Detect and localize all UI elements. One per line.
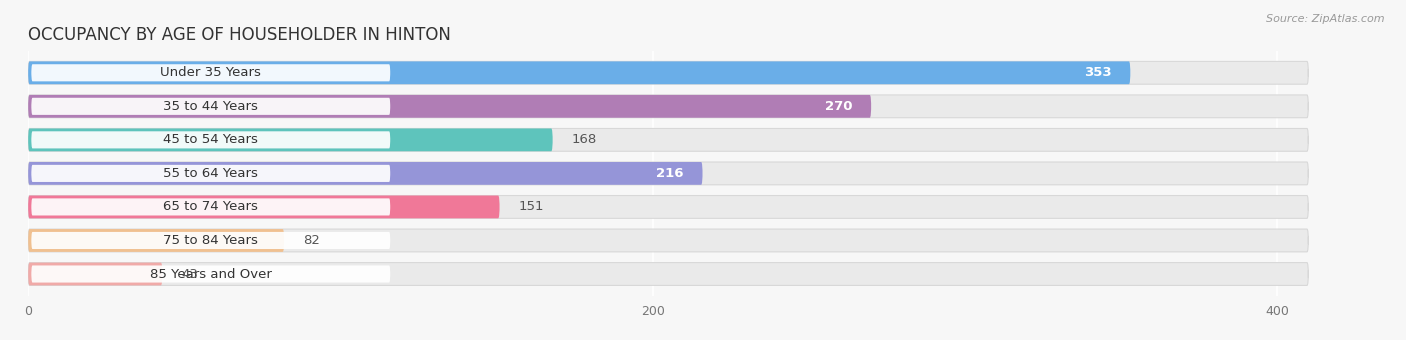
Text: 82: 82 [302,234,319,247]
FancyBboxPatch shape [31,131,391,149]
Text: 65 to 74 Years: 65 to 74 Years [163,201,259,214]
Text: 35 to 44 Years: 35 to 44 Years [163,100,259,113]
FancyBboxPatch shape [31,165,391,182]
Text: OCCUPANCY BY AGE OF HOUSEHOLDER IN HINTON: OCCUPANCY BY AGE OF HOUSEHOLDER IN HINTO… [28,26,451,44]
FancyBboxPatch shape [28,229,284,252]
Text: Source: ZipAtlas.com: Source: ZipAtlas.com [1267,14,1385,23]
FancyBboxPatch shape [31,98,391,115]
Text: 85 Years and Over: 85 Years and Over [150,268,271,280]
FancyBboxPatch shape [28,129,553,151]
FancyBboxPatch shape [28,162,1309,185]
FancyBboxPatch shape [28,262,1309,285]
Text: 43: 43 [181,268,198,280]
FancyBboxPatch shape [28,129,1309,151]
FancyBboxPatch shape [28,62,1309,84]
Text: 45 to 54 Years: 45 to 54 Years [163,133,259,146]
Text: 270: 270 [825,100,852,113]
Text: 55 to 64 Years: 55 to 64 Years [163,167,259,180]
FancyBboxPatch shape [31,266,391,283]
FancyBboxPatch shape [31,232,391,249]
FancyBboxPatch shape [28,195,499,218]
FancyBboxPatch shape [28,95,872,118]
FancyBboxPatch shape [31,198,391,216]
FancyBboxPatch shape [28,62,1130,84]
FancyBboxPatch shape [28,262,163,285]
FancyBboxPatch shape [31,64,391,81]
Text: 75 to 84 Years: 75 to 84 Years [163,234,259,247]
Text: 168: 168 [571,133,596,146]
FancyBboxPatch shape [28,95,1309,118]
Text: 151: 151 [519,201,544,214]
FancyBboxPatch shape [28,195,1309,218]
Text: Under 35 Years: Under 35 Years [160,66,262,79]
FancyBboxPatch shape [28,162,703,185]
Text: 216: 216 [657,167,683,180]
FancyBboxPatch shape [28,229,1309,252]
Text: 353: 353 [1084,66,1112,79]
